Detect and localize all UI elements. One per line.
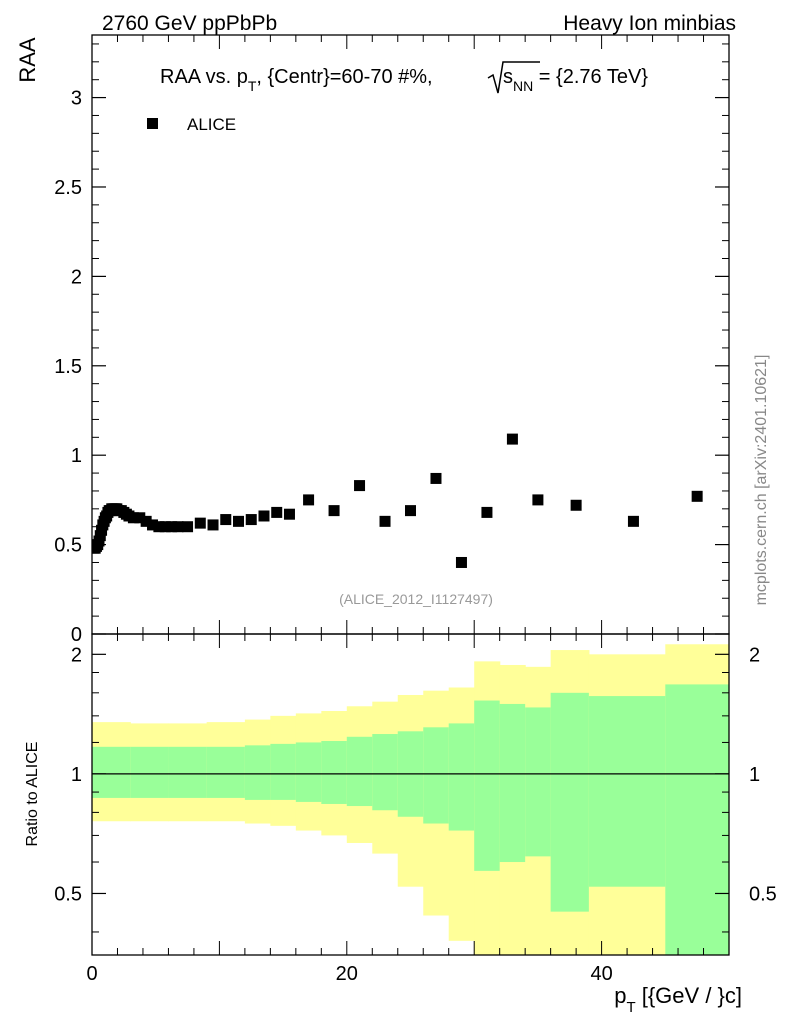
top-y-tick-label: 1.5 bbox=[54, 356, 82, 378]
x-tick-label: 0 bbox=[86, 963, 97, 985]
ratio-y-tick-label-left: 1 bbox=[71, 764, 82, 786]
ratio-inner-band-bin bbox=[244, 745, 271, 800]
x-tick-label: 40 bbox=[590, 963, 612, 985]
ratio-inner-band-bin bbox=[448, 723, 475, 831]
alice-data-point bbox=[258, 510, 270, 522]
ratio-inner-band-bin bbox=[92, 746, 131, 798]
alice-data-point bbox=[159, 521, 171, 533]
analysis-label: (ALICE_2012_I1127497) bbox=[339, 591, 493, 607]
top-y-tick-label: 0 bbox=[71, 624, 82, 646]
ratio-inner-band-bin bbox=[130, 746, 170, 798]
x-axis-label-sub-t: T bbox=[626, 999, 635, 1016]
header-right-label: Heavy Ion minbias bbox=[563, 12, 736, 35]
ratio-y-tick-label-right: 2 bbox=[749, 644, 760, 666]
chart-title-s: s bbox=[503, 66, 513, 88]
alice-data-point bbox=[303, 494, 315, 506]
alice-data-point bbox=[233, 515, 245, 527]
top-y-tick-label: 2 bbox=[71, 266, 82, 288]
ratio-inner-band-bin bbox=[525, 707, 552, 857]
watermark: mcplots.cern.ch [arXiv:2401.10621] bbox=[753, 355, 770, 606]
chart-title-sub-nn: NN bbox=[513, 78, 533, 94]
alice-data-point bbox=[354, 480, 366, 492]
alice-data-point bbox=[455, 556, 467, 568]
alice-data-point bbox=[627, 515, 639, 527]
alice-data-point bbox=[172, 521, 184, 533]
ratio-y-tick-label-left: 0.5 bbox=[54, 883, 82, 905]
x-axis-label-units: [{GeV / }c] bbox=[636, 983, 742, 1008]
alice-data-point bbox=[532, 494, 544, 506]
ratio-axis-ticks: 0.5 0.51 12 20 20 40 bbox=[54, 634, 777, 985]
ratio-bands bbox=[92, 644, 729, 955]
top-axis-ticks: 0 0.5 1 1.5 2 2.5 3 bbox=[54, 35, 730, 646]
alice-data-point bbox=[153, 521, 165, 533]
alice-data-point bbox=[405, 505, 416, 517]
alice-data-point bbox=[147, 519, 159, 531]
chart-title-tail: = {2.76 TeV} bbox=[533, 66, 648, 88]
ratio-panel-frame bbox=[91, 633, 730, 956]
sqrt-sign-icon bbox=[487, 61, 540, 94]
alice-data-point bbox=[506, 433, 518, 445]
ratio-inner-band-bin bbox=[588, 696, 666, 887]
ratio-y-axis-label: Ratio to ALICE bbox=[24, 742, 41, 847]
alice-data-point bbox=[245, 514, 257, 526]
ratio-inner-band-bin bbox=[270, 743, 297, 800]
ratio-inner-band-bin bbox=[321, 741, 348, 804]
ratio-inner-band-bin bbox=[346, 736, 373, 807]
alice-data-point bbox=[140, 515, 152, 527]
chart-title-sub-t: T bbox=[248, 78, 257, 94]
top-y-tick-label: 3 bbox=[71, 88, 82, 110]
ratio-inner-band-bin bbox=[295, 742, 322, 802]
top-y-tick-label: 0.5 bbox=[54, 535, 82, 557]
chart-title: RAA vs. pT, {Centr}=60-70 #%, bbox=[160, 66, 433, 94]
alice-data-point bbox=[379, 515, 391, 527]
legend-marker-alice bbox=[147, 118, 158, 129]
chart-title-sqrt-part: sNN = {2.76 TeV} bbox=[503, 66, 648, 94]
ratio-inner-band-bin bbox=[168, 746, 208, 798]
x-tick-label: 20 bbox=[336, 963, 358, 985]
ratio-y-tick-label-right: 0.5 bbox=[749, 883, 777, 905]
ratio-inner-band-bin bbox=[206, 746, 246, 798]
chart-title-lead: RAA vs. p bbox=[160, 66, 248, 88]
ratio-inner-band-bin bbox=[372, 734, 399, 811]
alice-data-point bbox=[207, 519, 219, 531]
chart-title-mid: , {Centr}=60-70 #%, bbox=[256, 66, 432, 88]
ratio-inner-band-bin bbox=[550, 692, 590, 912]
alice-data-point bbox=[328, 505, 340, 517]
ratio-inner-band-bin bbox=[474, 700, 501, 871]
alice-data-point bbox=[691, 490, 703, 502]
alice-data-point bbox=[134, 512, 146, 524]
x-axis-label: pT [{GeV / }c] bbox=[614, 983, 742, 1016]
ratio-inner-band-bin bbox=[423, 727, 450, 824]
alice-data-points bbox=[92, 433, 703, 568]
ratio-y-tick-label-left: 2 bbox=[71, 644, 82, 666]
alice-data-point bbox=[182, 521, 194, 533]
top-y-tick-label: 2.5 bbox=[54, 177, 82, 199]
top-y-axis-label: RAA bbox=[15, 37, 40, 83]
x-axis-label-p: p bbox=[614, 983, 626, 1008]
alice-data-point bbox=[481, 506, 493, 518]
top-y-tick-label: 1 bbox=[71, 445, 82, 467]
alice-data-point bbox=[220, 514, 232, 526]
alice-data-point bbox=[271, 506, 283, 518]
legend-label-alice: ALICE bbox=[187, 115, 236, 134]
ratio-y-tick-label-right: 1 bbox=[749, 764, 760, 786]
alice-data-point bbox=[570, 499, 582, 511]
alice-data-point bbox=[194, 517, 206, 529]
alice-data-point bbox=[430, 472, 442, 484]
header-left-label: 2760 GeV ppPbPb bbox=[102, 12, 277, 35]
ratio-inner-band-bin bbox=[499, 703, 526, 863]
alice-data-point bbox=[283, 508, 295, 520]
ratio-inner-band-bin bbox=[665, 684, 729, 955]
alice-data-point bbox=[127, 512, 139, 524]
alice-data-point bbox=[166, 521, 178, 533]
